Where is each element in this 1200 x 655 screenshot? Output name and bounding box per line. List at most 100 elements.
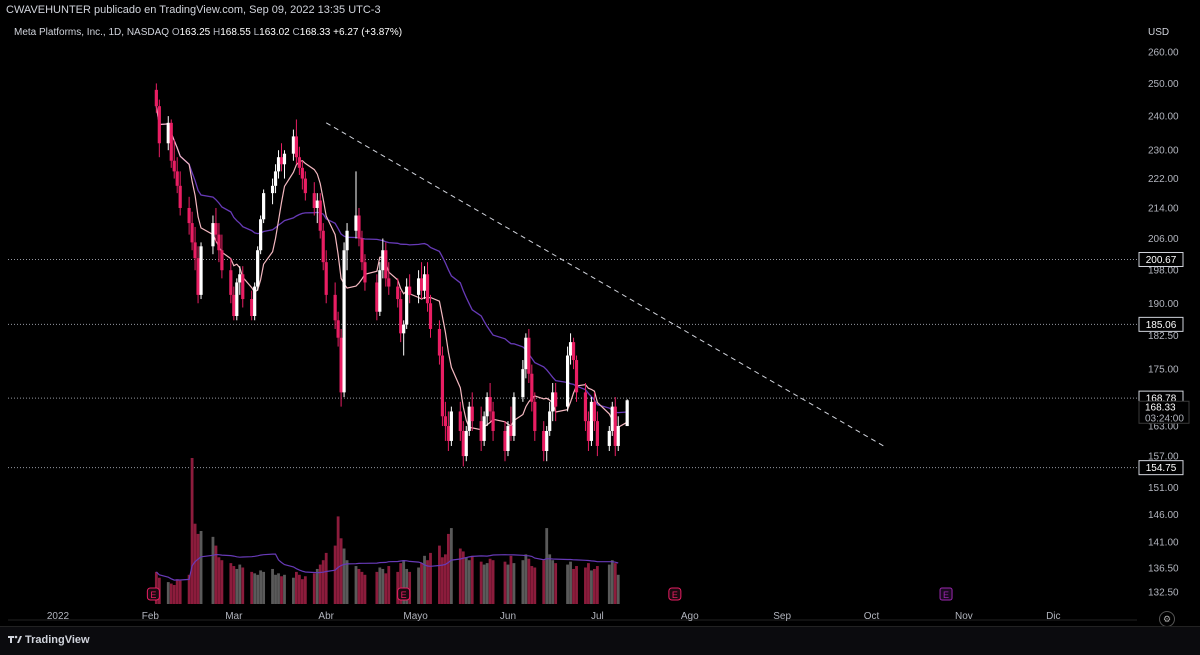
volume-bar <box>303 576 307 604</box>
volume-bar <box>548 554 552 604</box>
candle <box>396 278 400 308</box>
volume-bar <box>363 574 367 604</box>
candle <box>342 242 346 398</box>
candle-body <box>250 299 254 317</box>
volume-bar <box>354 566 358 604</box>
volume-bar <box>271 568 274 604</box>
candle <box>428 294 433 338</box>
volume-bar <box>262 571 266 604</box>
candle <box>384 242 388 287</box>
volume-bar <box>396 571 400 604</box>
candle-body <box>485 397 489 417</box>
last-price-badge <box>1138 400 1190 424</box>
candle <box>259 215 263 255</box>
candle-body <box>175 171 179 186</box>
low-label: L <box>253 27 260 38</box>
candle <box>190 211 194 251</box>
volume-bar <box>283 574 286 604</box>
candle <box>312 182 316 216</box>
candle <box>616 416 620 452</box>
price-tick-label: 222.00 <box>1148 174 1179 185</box>
volume-bar <box>444 554 447 604</box>
candle-body <box>568 342 573 356</box>
volume-bar <box>488 558 492 604</box>
earnings-marker-icon <box>146 587 160 601</box>
price-tick-label: 132.50 <box>1148 588 1179 599</box>
candle-body <box>294 136 298 158</box>
time-tick-label: Mayo <box>403 611 428 622</box>
price-tick-label: 230.00 <box>1148 146 1179 157</box>
gear-icon[interactable]: ⚙ <box>1159 611 1175 627</box>
candle <box>613 397 617 457</box>
price-chart[interactable]: 260.00 250.00 240.00 230.00 222.00 214.00 206.… <box>0 0 1200 626</box>
candle-body <box>342 250 346 393</box>
volume-bar <box>333 545 337 604</box>
volume-bar <box>336 516 340 604</box>
candle-body <box>381 250 385 271</box>
volume-bar <box>593 568 596 604</box>
candle-body <box>464 430 468 457</box>
candle <box>467 401 471 436</box>
candle <box>509 406 513 441</box>
candle-body <box>503 430 507 452</box>
candle-body <box>545 430 549 452</box>
change-value: +6.27 (+3.87%) <box>333 27 403 38</box>
volume-bar <box>542 560 546 604</box>
candle <box>229 258 233 304</box>
volume-bar <box>491 560 495 604</box>
candle-body <box>616 426 620 446</box>
candle-body <box>193 242 197 259</box>
candle <box>446 411 450 452</box>
candle <box>512 392 516 441</box>
earnings-marker-letter: E <box>150 590 156 600</box>
candle-body <box>542 430 546 452</box>
candle-body <box>482 416 486 441</box>
price-tick-label: 250.00 <box>1148 79 1179 90</box>
candle <box>273 164 278 194</box>
level-price-label: 185.06 <box>1146 320 1177 331</box>
candle <box>253 282 257 321</box>
candle <box>187 196 191 235</box>
volume-bar <box>533 567 537 604</box>
earnings-marker-letter: E <box>401 590 407 600</box>
candle-body <box>396 286 400 300</box>
candle <box>530 364 534 412</box>
candle <box>551 382 555 422</box>
candle-body <box>238 274 242 283</box>
volume-bar <box>467 560 471 604</box>
candle <box>154 83 158 113</box>
tradingview-brand[interactable]: TradingView <box>8 634 90 646</box>
volume-bar <box>458 548 462 604</box>
volume-bar <box>503 561 507 604</box>
high-label: H <box>212 27 221 38</box>
volume-bar <box>613 563 617 604</box>
candle-body <box>241 274 245 300</box>
candle-body <box>607 430 611 446</box>
time-tick-label: Jun <box>500 611 516 622</box>
time-tick-label: Ago <box>681 611 699 622</box>
volume-bar <box>479 561 483 604</box>
candle <box>387 262 391 295</box>
candle-body <box>422 274 427 291</box>
time-tick-label: Abr <box>318 611 334 622</box>
candle-body <box>408 286 412 295</box>
symbol-legend: Meta Platforms, Inc., 1D, NASDAQ O163.25… <box>14 27 402 38</box>
time-tick-label: Feb <box>142 611 160 622</box>
volume-bar <box>360 571 364 604</box>
candle-body <box>461 430 465 457</box>
candle-body <box>282 153 287 165</box>
volume-bar <box>238 564 242 604</box>
candle-body <box>297 157 301 168</box>
candle <box>169 119 173 168</box>
volume-bar <box>616 574 620 604</box>
volume-bar <box>220 560 224 604</box>
candle-body <box>402 324 406 334</box>
candle <box>381 238 385 279</box>
candle <box>157 99 161 158</box>
price-axis: 260.00 250.00 240.00 230.00 222.00 214.00 206.… <box>1148 48 1179 599</box>
candle-body <box>333 294 337 321</box>
candle-body <box>595 421 599 446</box>
volume-bar <box>545 528 549 604</box>
candle <box>464 426 468 462</box>
candle <box>542 421 546 462</box>
